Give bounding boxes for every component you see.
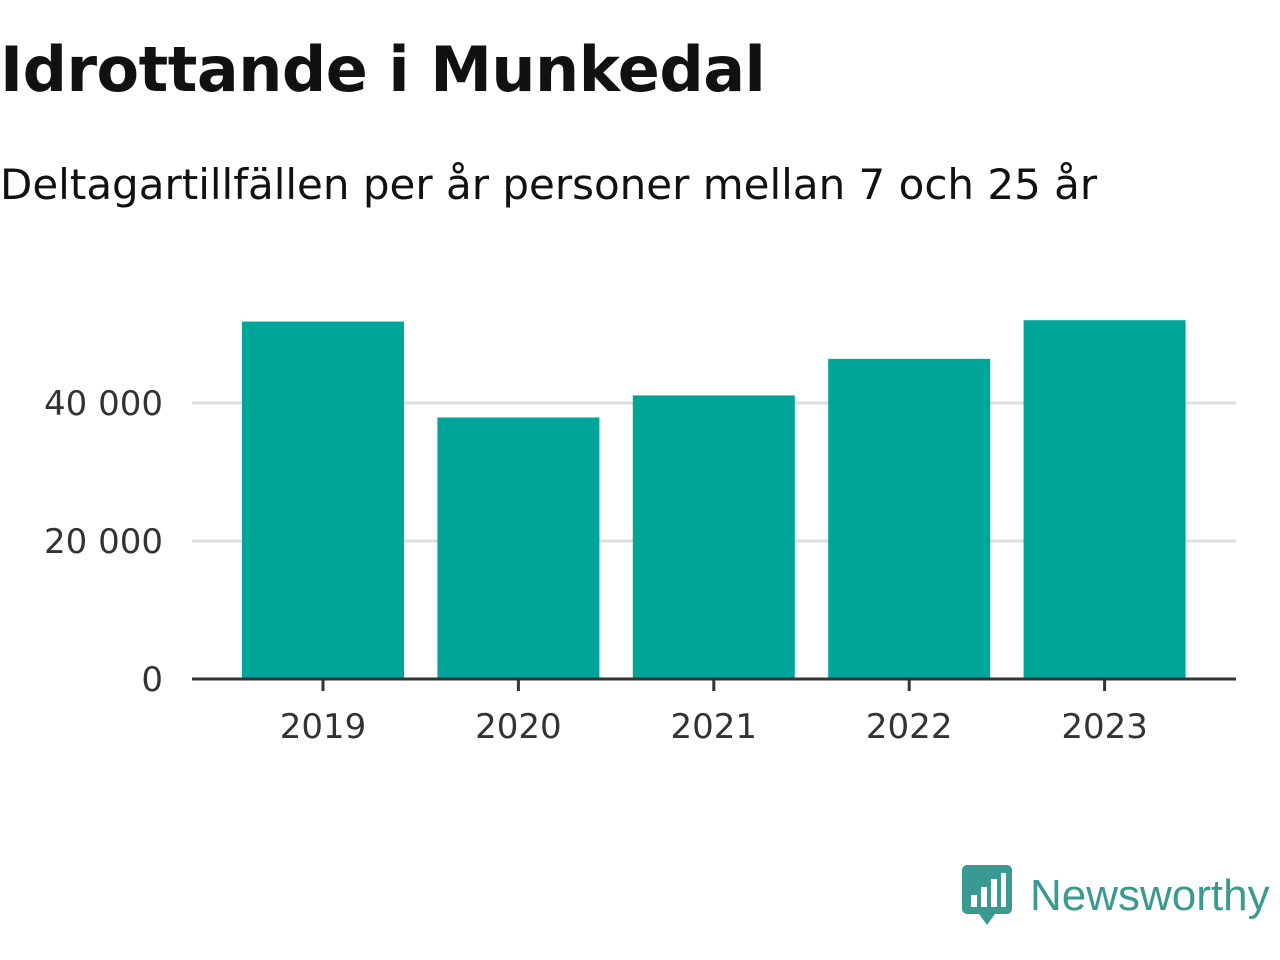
chart-title: Idrottande i Munkedal — [0, 33, 766, 106]
bar-2023 — [1023, 320, 1186, 679]
bar-2021 — [632, 395, 795, 679]
x-tick-label: 2023 — [1061, 707, 1148, 747]
x-tick-label: 2020 — [475, 707, 562, 747]
x-tick-label: 2022 — [866, 707, 953, 747]
bars — [242, 320, 1186, 679]
y-tick-label: 20 000 — [44, 522, 163, 562]
y-tick-label: 40 000 — [44, 384, 163, 424]
bar-2020 — [437, 417, 600, 679]
y-tick-label: 0 — [141, 660, 163, 700]
newsworthy-logo: Newsworthy — [962, 864, 1270, 928]
brand-name: Newsworthy — [1030, 871, 1270, 920]
x-tick-label: 2019 — [280, 707, 367, 747]
bar-2019 — [242, 321, 404, 679]
chart-subtitle: Deltagartillfällen per år personer mella… — [0, 160, 1098, 209]
tick-labels: 0 20 000 40 000 2019 2020 2021 2022 2023 — [44, 384, 1148, 747]
bar-chart-speech-bubble-icon — [962, 865, 1012, 925]
axes — [192, 677, 1236, 691]
bar-2022 — [828, 358, 991, 679]
x-tick-label: 2021 — [671, 707, 758, 747]
